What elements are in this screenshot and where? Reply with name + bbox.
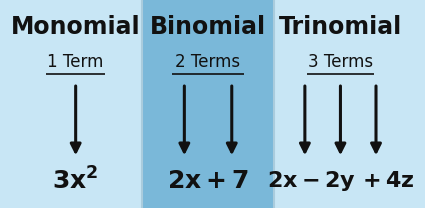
Text: $\mathbf{2x + 7}$: $\mathbf{2x + 7}$ (167, 169, 249, 193)
FancyBboxPatch shape (142, 0, 274, 208)
Text: 2 Terms: 2 Terms (176, 53, 241, 71)
Text: $\mathbf{2x - 2y\, +4z}$: $\mathbf{2x - 2y\, +4z}$ (267, 169, 414, 193)
Text: Binomial: Binomial (150, 15, 266, 39)
Text: Monomial: Monomial (11, 15, 141, 39)
Text: 1 Term: 1 Term (48, 53, 104, 71)
Text: Trinomial: Trinomial (279, 15, 402, 39)
Text: 3 Terms: 3 Terms (308, 53, 373, 71)
Text: $\mathbf{3x^2}$: $\mathbf{3x^2}$ (52, 167, 99, 194)
